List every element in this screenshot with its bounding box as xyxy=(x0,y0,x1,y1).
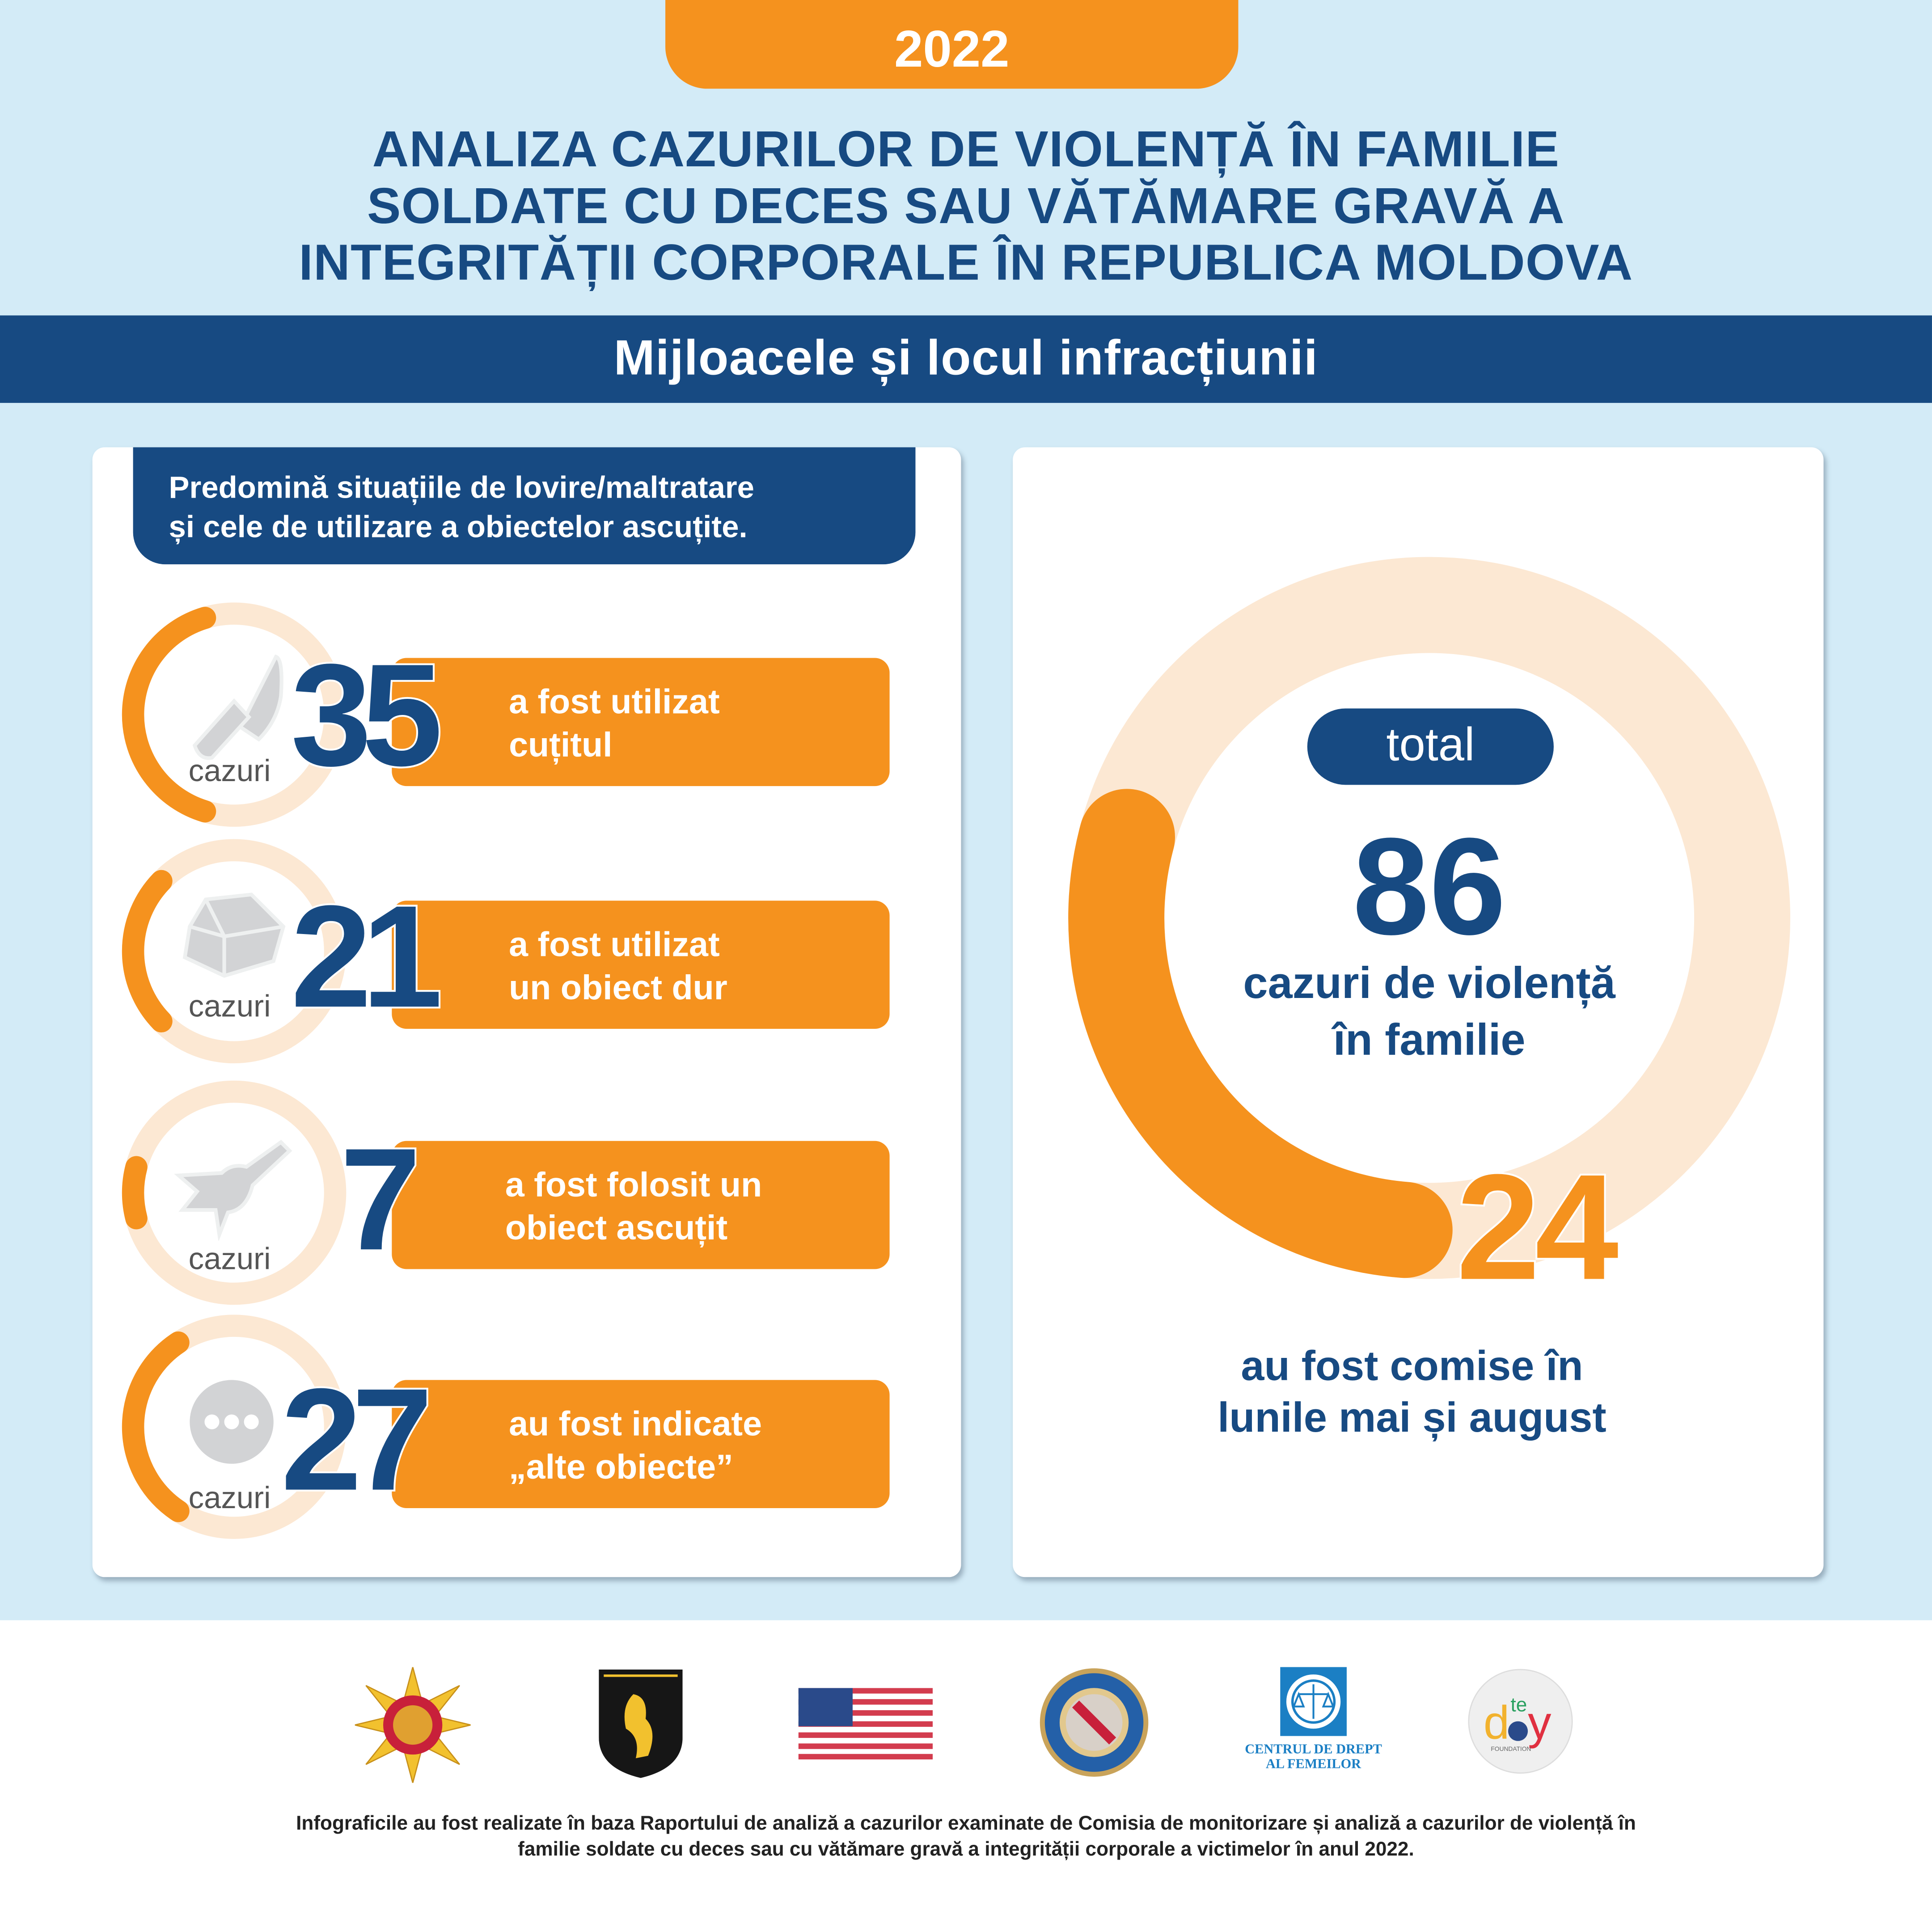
other-objects-count: 27 xyxy=(279,1359,435,1522)
svg-text:y: y xyxy=(1528,1696,1552,1749)
desc-line: obiect ascuțit xyxy=(505,1209,728,1247)
knife-description: a fost utilizat cuțitul xyxy=(392,658,890,786)
women-law-center-logo: CENTRUL DE DREPT AL FEMEILOR xyxy=(1232,1667,1395,1772)
cases-label: cazuri xyxy=(188,1481,271,1516)
footer-line: Infograficile au fost realizate în baza … xyxy=(296,1814,1636,1835)
desc-line: au fost comise în xyxy=(1241,1343,1583,1390)
dty-foundation-logo: d te y FOUNDATION xyxy=(1468,1669,1573,1774)
logo-text: CENTRUL DE DREPT xyxy=(1245,1742,1382,1757)
footer-note: Infograficile au fost realizate în baza … xyxy=(74,1811,1858,1863)
means-heading: Predomină situațiile de lovire/maltratar… xyxy=(133,447,916,565)
cases-label: cazuri xyxy=(188,1242,271,1277)
svg-text:te: te xyxy=(1510,1694,1527,1716)
sharp-object-count: 7 xyxy=(338,1119,423,1281)
desc-line: „alte obiecte” xyxy=(509,1447,733,1486)
title-line: SOLDATE CU DECES SAU VĂTĂMARE GRAVĂ A xyxy=(367,177,1565,234)
carabinieri-logo xyxy=(599,1669,683,1778)
page-title: ANALIZA CAZURILOR DE VIOLENȚĂ ÎN FAMILIE… xyxy=(0,121,1932,291)
logo-text: AL FEMEILOR xyxy=(1266,1757,1361,1772)
title-line: INTEGRITĂȚII CORPORALE ÎN REPUBLICA MOLD… xyxy=(299,234,1633,291)
total-badge: total xyxy=(1307,708,1554,785)
other-objects-description: au fost indicate „alte obiecte” xyxy=(392,1380,890,1508)
sharp-object-description: a fost folosit un obiect ascuțit xyxy=(392,1141,890,1269)
year-tab: 2022 xyxy=(665,0,1239,89)
desc-line: în familie xyxy=(1333,1014,1526,1065)
broken-bottle-icon xyxy=(174,1140,292,1241)
item-1-ring-arc xyxy=(122,870,173,1033)
section-subtitle: Mijloacele și locul infracțiunii xyxy=(0,315,1932,403)
item-2-ring-arc xyxy=(122,1156,148,1230)
hard-object-description: a fost utilizat un obiect dur xyxy=(392,900,890,1029)
highlight-value: 24 xyxy=(1454,1143,1620,1311)
highlight-description: au fost comise în lunile mai și august xyxy=(1133,1340,1691,1444)
us-flag-logo xyxy=(798,1688,933,1760)
svg-text:d: d xyxy=(1484,1696,1509,1749)
cases-label: cazuri xyxy=(188,989,271,1024)
desc-line: cuțitul xyxy=(509,726,613,764)
footer-line: familie soldate cu deces sau cu vătămare… xyxy=(518,1839,1414,1861)
item-3-ring-arc xyxy=(122,1331,190,1522)
knife-icon xyxy=(192,654,283,760)
desc-line: lunile mai și august xyxy=(1218,1395,1606,1442)
scales-of-justice-icon xyxy=(1280,1667,1347,1736)
svg-text:FOUNDATION: FOUNDATION xyxy=(1491,1746,1531,1752)
desc-line: cazuri de violență xyxy=(1243,957,1615,1008)
stone-icon xyxy=(182,892,286,978)
item-0-ring-arc xyxy=(122,607,216,823)
desc-line: a fost folosit un xyxy=(505,1165,762,1204)
desc-line: un obiect dur xyxy=(509,968,727,1007)
cases-label: cazuri xyxy=(188,754,271,789)
ellipsis-icon xyxy=(190,1380,274,1464)
knife-count: 35 xyxy=(289,634,444,797)
inl-seal-logo xyxy=(1040,1668,1149,1777)
police-emblem-logo xyxy=(355,1667,471,1783)
desc-line: a fost utilizat xyxy=(509,925,720,964)
desc-line: a fost utilizat xyxy=(509,682,720,721)
heading-line: Predomină situațiile de lovire/maltratar… xyxy=(169,470,754,505)
heading-line: și cele de utilizare a obiectelor ascuți… xyxy=(169,510,748,545)
title-line: ANALIZA CAZURILOR DE VIOLENȚĂ ÎN FAMILIE xyxy=(372,121,1560,178)
total-description: cazuri de violență în familie xyxy=(1146,955,1713,1069)
total-arc xyxy=(1068,789,1453,1278)
desc-line: au fost indicate xyxy=(509,1404,762,1443)
total-value: 86 xyxy=(1352,809,1506,964)
hard-object-count: 21 xyxy=(289,876,444,1039)
